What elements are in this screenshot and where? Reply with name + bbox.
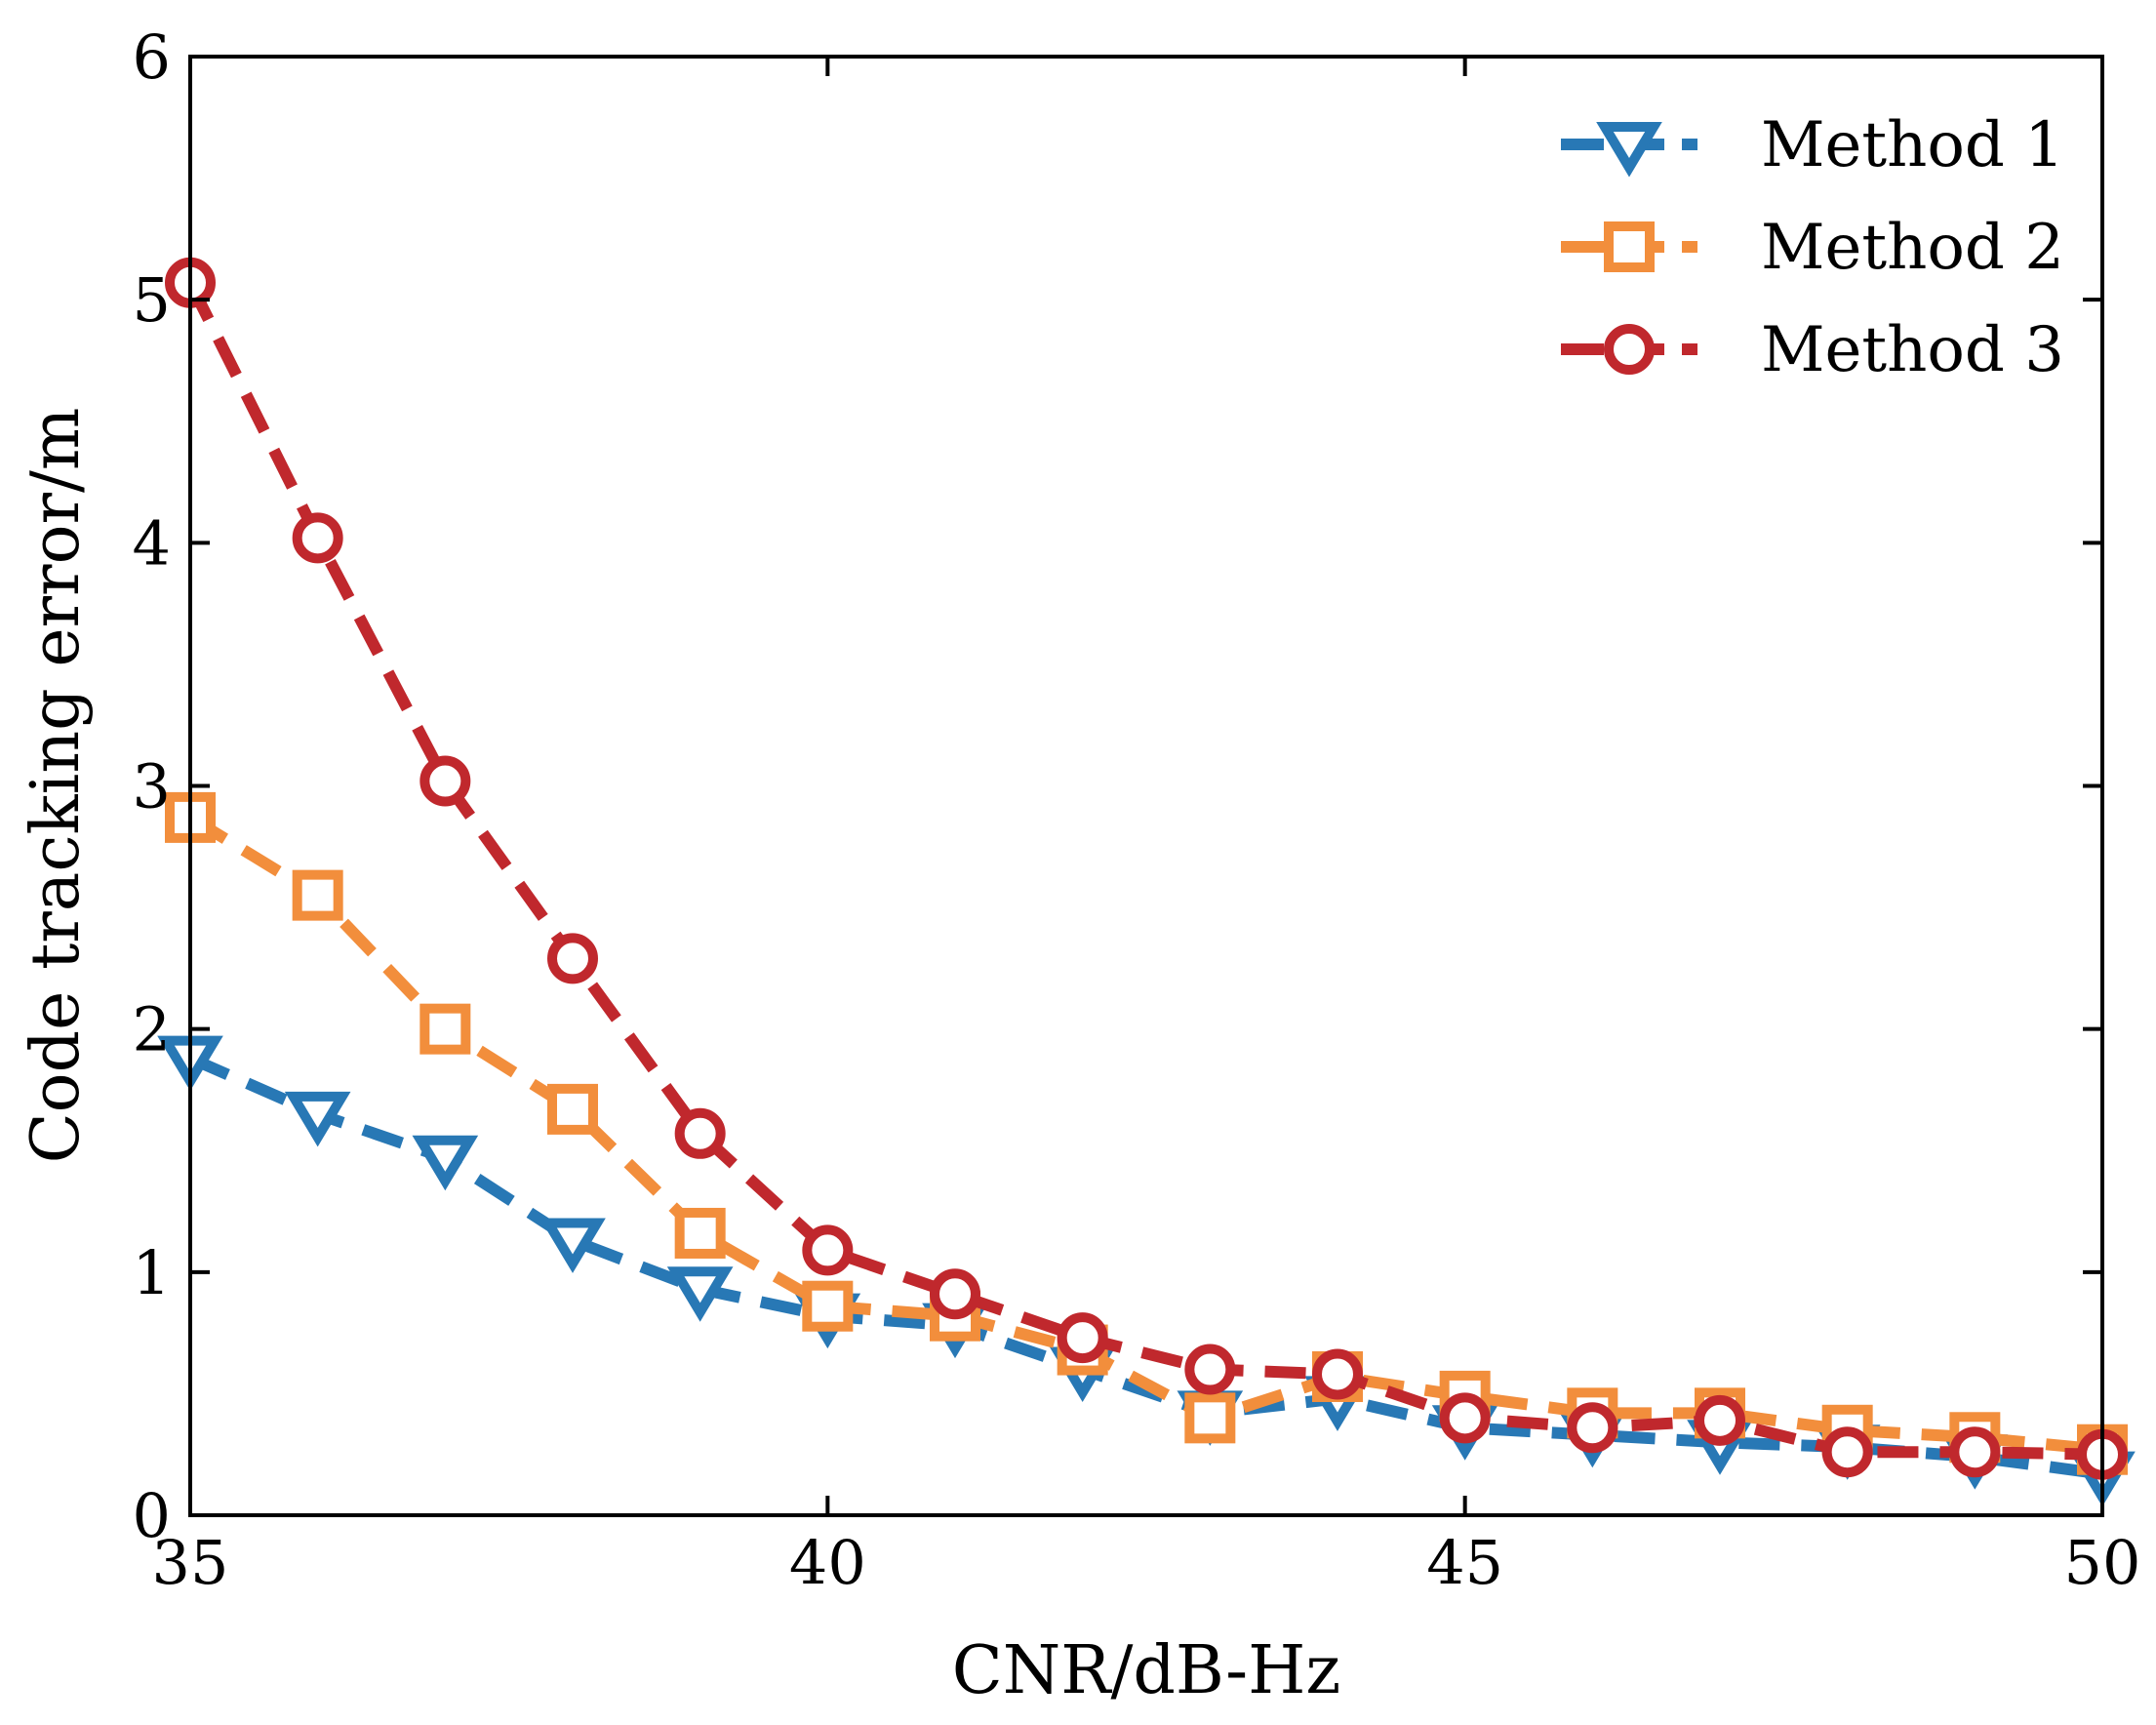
- data-point: [292, 512, 343, 564]
- legend-label: Method 2: [1761, 212, 2064, 284]
- data-point: [547, 1083, 598, 1135]
- data-point: [666, 1266, 734, 1322]
- legend-label: Method 1: [1761, 109, 2064, 181]
- x-axis-label: CNR/dB-Hz: [952, 1632, 1341, 1709]
- legend: Method 1 Method 2 Method 3: [1561, 109, 2064, 386]
- legend-item: Method 3: [1561, 314, 2064, 386]
- y-axis-label: Code tracking error/m: [18, 408, 95, 1164]
- data-point: [547, 933, 598, 984]
- data-point: [1439, 1392, 1491, 1444]
- legend-marker: [1604, 324, 1655, 375]
- x-tick-label: 45: [1426, 1527, 1503, 1598]
- data-point: [1567, 1402, 1618, 1454]
- y-tick-label: 0: [133, 1480, 171, 1551]
- data-point: [930, 1268, 980, 1320]
- y-tick-label: 1: [133, 1237, 171, 1308]
- x-tick-label: 35: [152, 1527, 229, 1598]
- series-line: [187, 1053, 2103, 1480]
- data-point: [1695, 1394, 1745, 1446]
- data-point: [1312, 1348, 1363, 1400]
- data-point: [1184, 1344, 1236, 1395]
- x-tick-label: 40: [789, 1527, 866, 1598]
- data-point: [674, 1107, 726, 1159]
- data-point: [292, 869, 343, 921]
- y-tick-label: 5: [133, 264, 171, 336]
- series-line: [186, 812, 2103, 1456]
- y-tick-label: 4: [133, 507, 171, 579]
- y-tick-label: 3: [133, 751, 171, 822]
- data-point: [419, 1003, 471, 1055]
- data-point: [802, 1280, 854, 1332]
- data-point: [539, 1218, 606, 1273]
- data-point: [419, 755, 471, 807]
- y-tick-label: 2: [133, 994, 171, 1065]
- data-point: [284, 1091, 351, 1147]
- data-point: [802, 1224, 854, 1276]
- data-point: [1821, 1426, 1873, 1478]
- series-3: [165, 257, 2128, 1480]
- series-line: [184, 280, 2103, 1461]
- legend-item: Method 1: [1561, 109, 2064, 181]
- series-layer: [157, 257, 2136, 1507]
- legend-item: Method 2: [1561, 212, 2064, 284]
- y-tick-label: 6: [133, 21, 171, 93]
- x-tick-label: 50: [2064, 1527, 2141, 1598]
- data-point: [1949, 1426, 2001, 1478]
- data-point: [1057, 1312, 1108, 1364]
- data-point: [412, 1135, 479, 1191]
- series-2: [165, 791, 2128, 1475]
- data-point: [1184, 1392, 1236, 1444]
- legend-marker: [1596, 122, 1662, 178]
- data-point: [674, 1207, 726, 1259]
- legend-marker: [1604, 221, 1655, 272]
- legend-label: Method 3: [1761, 314, 2064, 386]
